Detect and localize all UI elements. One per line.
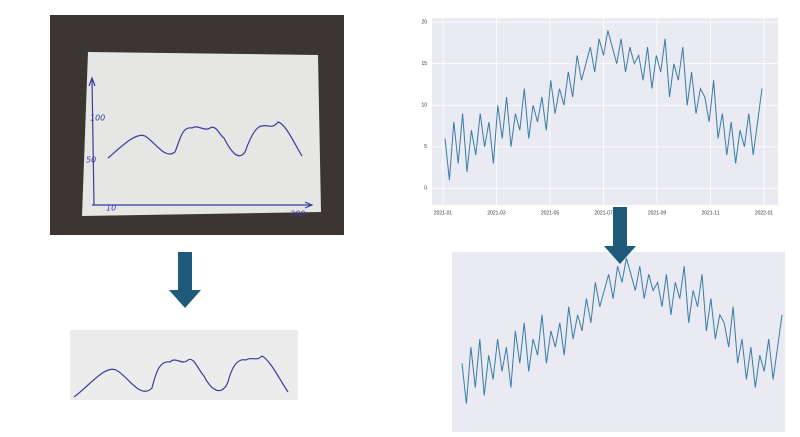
sketch-label: 50: [86, 156, 96, 165]
sketch-label: 100: [90, 114, 105, 123]
x-tick-label: 2021-03: [487, 210, 506, 216]
x-tick-label: 2021-07: [594, 210, 613, 216]
y-tick-label: 0: [424, 186, 427, 192]
x-tick-label: 2021-11: [702, 210, 720, 216]
x-tick-label: 2021-05: [541, 210, 560, 216]
y-tick-label: 15: [421, 61, 427, 67]
sketch-label: 10: [106, 204, 116, 213]
sketch-label: 200: [290, 210, 305, 219]
y-tick-label: 10: [421, 103, 427, 109]
x-tick-label: 2022-01: [755, 210, 774, 216]
sketch-drawing: [88, 76, 314, 209]
arrow: [604, 207, 636, 264]
x-tick-label: 2021-09: [648, 210, 667, 216]
y-tick-label: 5: [424, 144, 427, 150]
sketch-curve: [73, 355, 289, 398]
cropped-plot: [452, 252, 785, 432]
x-tick-label: 2021-01: [434, 210, 453, 216]
cropped-sketch: [70, 330, 298, 400]
cropped-data-line: [461, 257, 783, 404]
arrow: [169, 252, 201, 308]
y-tick-label: 20: [421, 19, 427, 25]
paper: [82, 52, 321, 216]
data-line: [444, 30, 763, 181]
